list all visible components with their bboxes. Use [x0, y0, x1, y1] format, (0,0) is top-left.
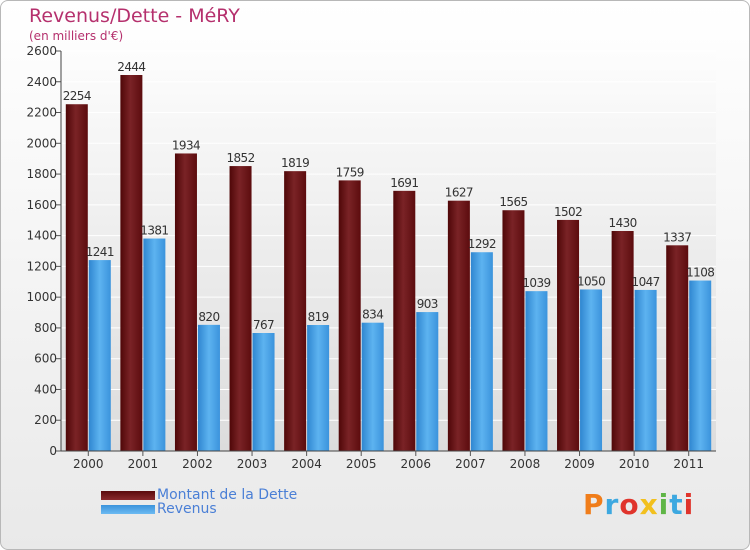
logo-letter: o — [619, 488, 640, 521]
logo-letter: P — [583, 488, 605, 521]
y-tick-label: 0 — [49, 444, 57, 458]
data-label: 834 — [362, 308, 383, 322]
data-label: 1050 — [577, 274, 605, 288]
bar-dette — [284, 171, 307, 451]
bar-dette — [666, 245, 689, 451]
y-tick-label: 2200 — [26, 106, 57, 120]
bar-revenus — [88, 260, 111, 451]
bar-revenus — [580, 289, 603, 451]
bar-revenus — [525, 291, 548, 451]
data-label: 1565 — [499, 195, 527, 209]
data-label: 1430 — [609, 216, 637, 230]
y-tick-label: 400 — [34, 382, 57, 396]
data-label: 1759 — [336, 165, 364, 179]
x-tick-label: 2009 — [564, 457, 595, 471]
plot-area — [61, 51, 716, 451]
data-label: 1819 — [281, 156, 309, 170]
data-labels: 2254 1241 2444 1381 1934 820 1852 767 1819 819 175… — [63, 60, 715, 332]
chart-title: Revenus/Dette - MéRY — [29, 5, 240, 27]
bar-revenus — [470, 252, 493, 451]
bars — [65, 75, 712, 452]
bar-revenus — [689, 280, 712, 451]
x-tick-label: 2007 — [455, 457, 486, 471]
y-tick-label: 1400 — [26, 229, 57, 243]
data-label: 1241 — [86, 245, 114, 259]
data-label: 1934 — [172, 138, 200, 152]
bar-dette — [447, 200, 470, 451]
x-tick-label: 2002 — [182, 457, 213, 471]
legend-label-dette: Montant de la Dette — [157, 487, 298, 503]
bar-revenus — [252, 333, 275, 451]
legend-item-dette: Montant de la Dette — [101, 487, 297, 503]
bar-dette — [393, 190, 416, 451]
bar-revenus — [416, 312, 439, 451]
chart-subtitle: (en milliers d'€) — [29, 29, 124, 43]
y-tick-label: 200 — [34, 413, 57, 427]
x-tick-label: 2003 — [237, 457, 268, 471]
legend-label-revenus: Revenus — [157, 501, 217, 517]
bar-dette — [65, 104, 88, 451]
data-label: 1039 — [522, 276, 550, 290]
y-tick-label: 1200 — [26, 259, 57, 273]
proxiti-logo: Proxiti — [583, 488, 694, 521]
y-tick-label: 1800 — [26, 167, 57, 181]
logo-letter: x — [639, 488, 659, 521]
data-label: 1381 — [140, 224, 168, 238]
data-label: 1047 — [632, 275, 660, 289]
bar-dette — [229, 166, 252, 452]
data-label: 819 — [308, 310, 329, 324]
data-label: 1292 — [468, 237, 496, 251]
y-tick-label: 2400 — [26, 75, 57, 89]
bar-dette — [502, 210, 525, 451]
y-tick-label: 1000 — [26, 290, 57, 304]
bar-revenus — [307, 325, 330, 451]
bar-dette — [120, 75, 143, 451]
bar-revenus — [634, 289, 657, 451]
bar-revenus — [197, 324, 220, 451]
logo-letter: i — [658, 488, 670, 521]
y-tick-label: 800 — [34, 321, 57, 335]
data-label: 820 — [198, 310, 219, 324]
legend-swatch-revenus — [101, 504, 155, 514]
bar-dette — [338, 180, 361, 451]
data-label: 1627 — [445, 186, 473, 200]
y-tick-label: 1600 — [26, 198, 57, 212]
x-tick-label: 2004 — [291, 457, 322, 471]
y-tick-label: 600 — [34, 352, 57, 366]
bar-dette — [611, 231, 634, 451]
bar-dette — [174, 153, 197, 451]
y-tick-label: 2600 — [26, 44, 57, 58]
axes: 0 200 400 600 800 1000 1200 1400 1600 1800 2000 220… — [26, 44, 716, 471]
legend-item-revenus: Revenus — [101, 501, 217, 517]
legend-swatch-dette — [101, 490, 155, 500]
logo-letter: t — [669, 488, 684, 521]
data-label: 1691 — [390, 176, 418, 190]
data-label: 2254 — [63, 89, 91, 103]
data-label: 1108 — [686, 266, 714, 280]
y-tick-label: 2000 — [26, 136, 57, 150]
logo-letter: r — [604, 488, 620, 521]
x-tick-label: 2000 — [73, 457, 104, 471]
data-label: 1502 — [554, 205, 582, 219]
data-label: 2444 — [117, 60, 145, 74]
x-tick-label: 2005 — [346, 457, 377, 471]
bar-revenus — [143, 238, 166, 451]
data-label: 1337 — [663, 230, 691, 244]
x-tick-label: 2001 — [128, 457, 159, 471]
x-tick-label: 2008 — [510, 457, 541, 471]
plot-background — [61, 51, 716, 451]
bar-dette — [557, 219, 580, 451]
x-tick-label: 2010 — [619, 457, 650, 471]
x-tick-label: 2011 — [673, 457, 704, 471]
data-label: 767 — [253, 318, 274, 332]
data-label: 1852 — [226, 151, 254, 165]
logo-letter: i — [683, 488, 695, 521]
data-label: 903 — [417, 297, 438, 311]
gridlines — [61, 50, 716, 421]
bar-revenus — [361, 322, 384, 451]
x-tick-label: 2006 — [401, 457, 432, 471]
